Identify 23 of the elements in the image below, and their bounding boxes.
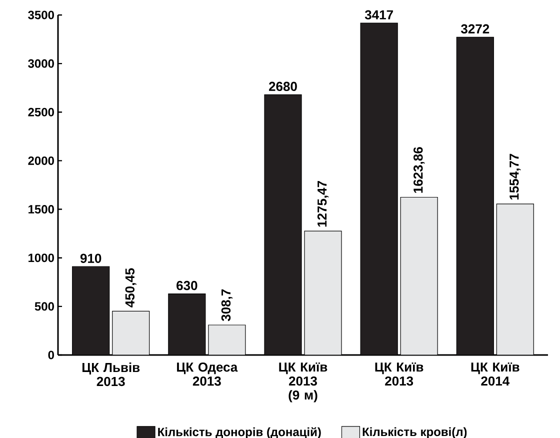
- y-tick-label: 2500: [28, 108, 54, 116]
- y-tick-label: 2000: [28, 156, 54, 165]
- y-tick-label: 1500: [28, 205, 54, 214]
- data-label: 1275,47: [317, 181, 329, 227]
- data-label: 2680: [268, 82, 297, 92]
- y-tick-label: 3000: [28, 59, 54, 68]
- data-label: 1623,86: [414, 147, 425, 193]
- data-label: 308,7: [221, 289, 232, 322]
- y-tick-label: 0: [48, 350, 54, 360]
- x-tick-label: ЦК Київ 2014: [471, 362, 520, 386]
- data-label: 450,45: [125, 268, 136, 308]
- data-label: 3417: [364, 10, 393, 20]
- x-tick-label: ЦК Львів 2013: [82, 362, 140, 386]
- y-tick-label: 3500: [28, 10, 54, 20]
- y-tick-label: 1000: [28, 254, 54, 262]
- data-label: 3272: [460, 24, 490, 34]
- x-tick-label: ЦК Одеса 2013: [177, 362, 238, 386]
- x-tick-label: ЦК Київ 2013 (9 м): [279, 362, 328, 402]
- data-label: 910: [80, 254, 102, 263]
- x-tick-label: ЦК Київ 2013: [375, 362, 424, 386]
- data-label: 1554,77: [510, 154, 521, 200]
- y-tick-label: 500: [34, 302, 54, 311]
- data-label: 630: [176, 280, 198, 290]
